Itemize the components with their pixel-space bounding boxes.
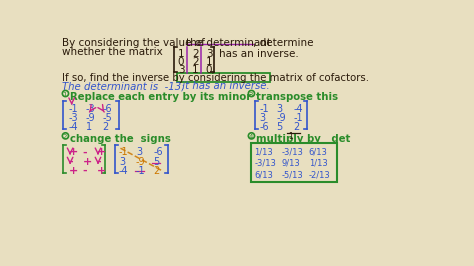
Text: 1: 1 [288,132,292,141]
Text: -1: -1 [136,166,146,176]
Text: 9/13: 9/13 [282,159,301,168]
Text: The determinant is  -13;: The determinant is -13; [63,81,185,91]
Text: -3: -3 [69,113,78,123]
Text: +: + [96,147,106,157]
Text: 1/13: 1/13 [309,159,328,168]
Text: whether the matrix: whether the matrix [63,47,163,57]
Text: 6/13: 6/13 [309,147,328,156]
Text: -6: -6 [259,122,269,132]
Text: -1: -1 [293,113,303,123]
Text: -4: -4 [119,166,128,176]
Text: 5: 5 [153,157,159,167]
Text: 0: 0 [178,57,184,67]
Text: 2: 2 [192,49,199,59]
Text: -9: -9 [86,113,95,123]
Text: 2: 2 [293,122,300,132]
Text: 2: 2 [192,57,199,67]
Text: Replace each entry by its minor: Replace each entry by its minor [70,92,252,102]
Text: 1/13: 1/13 [255,147,273,156]
Text: -5/13: -5/13 [282,171,303,180]
Text: -1: -1 [259,103,269,114]
Text: 1: 1 [178,49,184,59]
Text: 3: 3 [119,157,125,167]
Text: -: - [82,147,87,157]
Text: -: - [82,166,87,176]
Text: -: - [96,157,101,167]
Text: 2: 2 [63,134,67,140]
Text: -1: -1 [69,103,78,114]
Text: -3: -3 [86,103,95,114]
Text: , determine: , determine [253,38,313,48]
Text: 1: 1 [192,65,199,75]
Text: multiply by   det: multiply by det [256,134,350,144]
Text: -4: -4 [293,103,303,114]
Text: 6/13: 6/13 [255,171,273,180]
Text: 1: 1 [86,122,92,132]
Text: -3/13: -3/13 [282,147,303,156]
Text: -1: -1 [119,147,128,157]
Text: 2: 2 [153,166,159,176]
Text: -5: -5 [103,113,112,123]
Text: 4: 4 [248,134,253,140]
Text: By considering the value of: By considering the value of [63,38,209,48]
Text: change the  signs: change the signs [70,134,171,144]
Text: -4: -4 [69,122,78,132]
Text: 3: 3 [136,147,142,157]
Text: -3/13: -3/13 [255,159,276,168]
Text: 3: 3 [276,103,283,114]
Text: +: + [96,166,106,176]
Text: it has an inverse.: it has an inverse. [179,81,270,91]
Text: -6: -6 [103,103,112,114]
Text: 3: 3 [259,113,265,123]
Text: -6: -6 [153,147,163,157]
Text: 2: 2 [103,122,109,132]
Text: 3: 3 [248,92,253,98]
Text: +: + [69,147,78,157]
Text: has an inverse.: has an inverse. [219,49,299,59]
Text: -2/13: -2/13 [309,171,330,180]
Text: the determinant: the determinant [186,38,271,48]
Text: If so, find the inverse by considering the matrix of cofactors.: If so, find the inverse by considering t… [63,73,369,83]
Text: 1: 1 [63,92,67,98]
Text: 3: 3 [178,65,184,75]
Text: +: + [69,166,78,176]
Text: -9: -9 [276,113,286,123]
Text: 1: 1 [206,57,212,67]
Text: +: + [82,157,92,167]
Text: 3: 3 [206,49,212,59]
Text: 5: 5 [276,122,283,132]
Text: 0: 0 [206,65,212,75]
Text: -9: -9 [136,157,146,167]
Text: transpose this: transpose this [256,92,338,102]
Text: -: - [69,157,73,167]
